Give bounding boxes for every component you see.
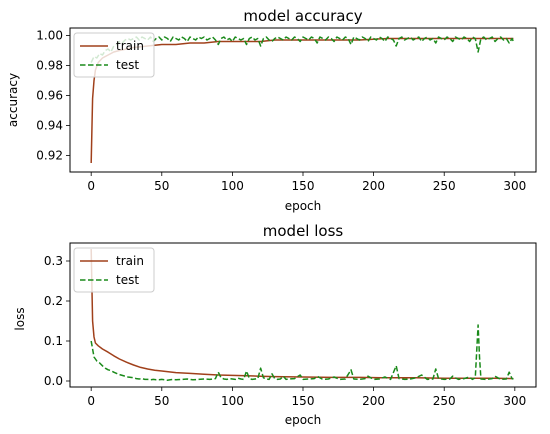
accuracy-series-train-line	[90, 37, 514, 164]
loss-y-tick-label: 0.3	[44, 254, 63, 268]
accuracy-plot-area: 0 50 100 150 200 250 300 0.920.940.960.981.00 …	[36, 27, 537, 193]
loss-series-test-line	[90, 324, 514, 381]
loss-y-ticks: 0.0 0.1 0.2 0.3	[44, 254, 70, 388]
accuracy-legend: train test	[73, 32, 155, 78]
loss-x-tick-label: 200	[362, 394, 385, 408]
loss-x-tick-label: 250	[433, 394, 456, 408]
loss-series-train-line	[90, 248, 514, 380]
loss-chart: model loss 0 50 100 150 200 250 300 0.00.10.20…	[13, 222, 537, 427]
loss-x-axis-label: epoch	[285, 413, 322, 427]
accuracy-legend-label-test: test	[116, 58, 139, 72]
loss-x-tick-label: 150	[292, 394, 315, 408]
accuracy-y-tick-label: 0.92	[36, 149, 63, 163]
loss-legend-box	[73, 247, 155, 293]
loss-legend-label-train: train	[116, 254, 144, 268]
accuracy-y-tick-label: 0.94	[36, 119, 63, 133]
loss-series-layer	[90, 248, 514, 381]
accuracy-x-tick-label: 300	[503, 179, 526, 193]
accuracy-x-tick-label: 150	[292, 179, 315, 193]
accuracy-series-test-line	[90, 36, 515, 63]
accuracy-x-tick-label: 100	[221, 179, 244, 193]
loss-x-tick-label: 0	[87, 394, 95, 408]
loss-y-tick-label: 0.1	[44, 334, 63, 348]
accuracy-series-layer	[90, 36, 515, 164]
accuracy-chart-title: model accuracy	[243, 7, 362, 25]
accuracy-y-tick-label: 0.98	[36, 59, 63, 73]
accuracy-y-axis-label: accuracy	[6, 73, 20, 127]
loss-legend-label-test: test	[116, 273, 139, 287]
accuracy-x-tick-label: 0	[87, 179, 95, 193]
accuracy-x-tick-label: 50	[154, 179, 169, 193]
accuracy-y-tick-label: 0.96	[36, 89, 63, 103]
loss-plot-area: 0 50 100 150 200 250 300 0.0 0.1 0.2 0.3 train tes…	[44, 242, 537, 408]
accuracy-x-tick-label: 250	[433, 179, 456, 193]
loss-y-tick-label: 0.2	[44, 294, 63, 308]
loss-x-ticks: 0 50 100 150 200 250 300	[87, 387, 526, 408]
loss-chart-title: model loss	[263, 222, 344, 240]
accuracy-legend-box	[73, 32, 155, 78]
accuracy-x-tick-label: 200	[362, 179, 385, 193]
accuracy-legend-label-train: train	[116, 39, 144, 53]
loss-x-tick-label: 100	[221, 394, 244, 408]
loss-y-axis-label: loss	[13, 307, 27, 330]
loss-x-tick-label: 300	[503, 394, 526, 408]
accuracy-x-ticks: 0 50 100 150 200 250 300	[87, 172, 526, 193]
loss-legend: train test	[73, 247, 155, 293]
accuracy-y-ticks: 0.92 0.94 0.96 0.98 1.00	[36, 29, 70, 163]
accuracy-y-tick-label: 1.00	[36, 29, 63, 43]
loss-y-tick-label: 0.0	[44, 374, 63, 388]
loss-x-tick-label: 50	[154, 394, 169, 408]
accuracy-x-axis-label: epoch	[285, 199, 322, 213]
accuracy-chart: model accuracy 0 50 100 150 200 250 300 0.920.…	[6, 7, 537, 213]
